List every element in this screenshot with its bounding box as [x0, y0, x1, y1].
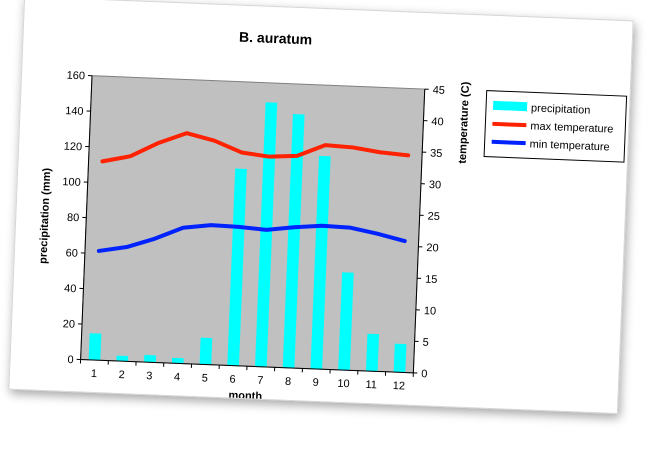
x-axis-label: month — [228, 389, 262, 402]
x-tick-label: 11 — [365, 379, 377, 391]
max-temperature-legend-swatch — [492, 121, 527, 128]
x-tick-label: 3 — [146, 370, 153, 382]
left-axis: 0 20 40 60 80 100 120 140 160 — [62, 70, 93, 366]
right-tick-label: 15 — [425, 274, 438, 286]
precipitation-bars — [88, 102, 407, 373]
x-tick-label: 4 — [174, 371, 181, 383]
x-tick-label: 7 — [257, 375, 264, 387]
right-tick-label: 25 — [427, 211, 440, 223]
precipitation-bar — [144, 354, 157, 363]
right-tick-label: 45 — [432, 84, 445, 96]
plot-area — [80, 75, 426, 374]
precipitation-bar — [88, 333, 102, 361]
precipitation-bar — [255, 102, 278, 367]
x-tick-label: 12 — [393, 380, 406, 392]
precipitation-legend-swatch — [492, 100, 528, 112]
precipitation-bar — [116, 355, 129, 362]
right-tick-label: 35 — [430, 147, 443, 159]
precipitation-bar — [310, 155, 331, 370]
max-temperature-line — [100, 131, 411, 164]
temperature-lines — [96, 131, 411, 253]
left-tick-label: 0 — [67, 354, 74, 366]
x-tick-label: 9 — [312, 377, 319, 389]
chart-title: B. auratum — [239, 29, 313, 48]
precipitation-bar — [365, 333, 380, 372]
right-axis: 0 5 10 15 20 25 30 35 40 45 — [412, 84, 445, 380]
left-tick-label: 160 — [66, 70, 85, 83]
right-tick-label: 0 — [421, 368, 428, 380]
left-tick-label: 140 — [65, 105, 84, 118]
left-tick-label: 20 — [63, 318, 76, 330]
precipitation-bar — [199, 337, 213, 365]
x-tick-label: 6 — [229, 373, 236, 385]
x-tick-label: 5 — [202, 372, 209, 384]
right-tick-label: 40 — [431, 116, 444, 128]
right-tick-label: 10 — [424, 305, 437, 317]
chart-card: B. auratum 0 20 40 60 80 100 120 140 160 0 5 10 15 2… — [8, 0, 634, 415]
left-tick-label: 100 — [62, 176, 81, 189]
precipitation-legend-label: precipitation — [531, 102, 591, 116]
x-tick-label: 2 — [118, 369, 125, 381]
x-tick-label: 1 — [91, 368, 98, 380]
left-tick-label: 40 — [64, 283, 77, 295]
y2-axis-label: temperature (C) — [457, 81, 472, 164]
min-temperature-legend-label: min temperature — [529, 138, 610, 153]
legend: precipitation max temperature min temperat… — [483, 90, 628, 163]
max-temperature-legend-label: max temperature — [530, 120, 614, 135]
left-tick-label: 120 — [64, 141, 83, 154]
right-tick-label: 5 — [422, 337, 429, 349]
y-axis-label: precipitation (mm) — [37, 167, 53, 264]
precipitation-bar — [338, 272, 354, 371]
left-tick-label: 60 — [65, 247, 78, 259]
right-axis-line — [412, 89, 426, 373]
x-tick-label: 8 — [285, 376, 292, 388]
right-tick-label: 30 — [429, 179, 442, 191]
x-tick-label: 10 — [337, 378, 350, 390]
right-tick-label: 20 — [426, 242, 439, 254]
left-tick-label: 80 — [67, 212, 80, 224]
precipitation-bar — [393, 343, 407, 373]
precipitation-bar — [171, 357, 184, 364]
min-temperature-legend-swatch — [491, 139, 526, 146]
precipitation-bar — [227, 168, 247, 366]
x-axis: 1 2 3 4 5 6 7 8 9 10 11 12 — [79, 358, 414, 393]
precipitation-bar — [282, 113, 305, 369]
min-temperature-line — [96, 223, 407, 253]
